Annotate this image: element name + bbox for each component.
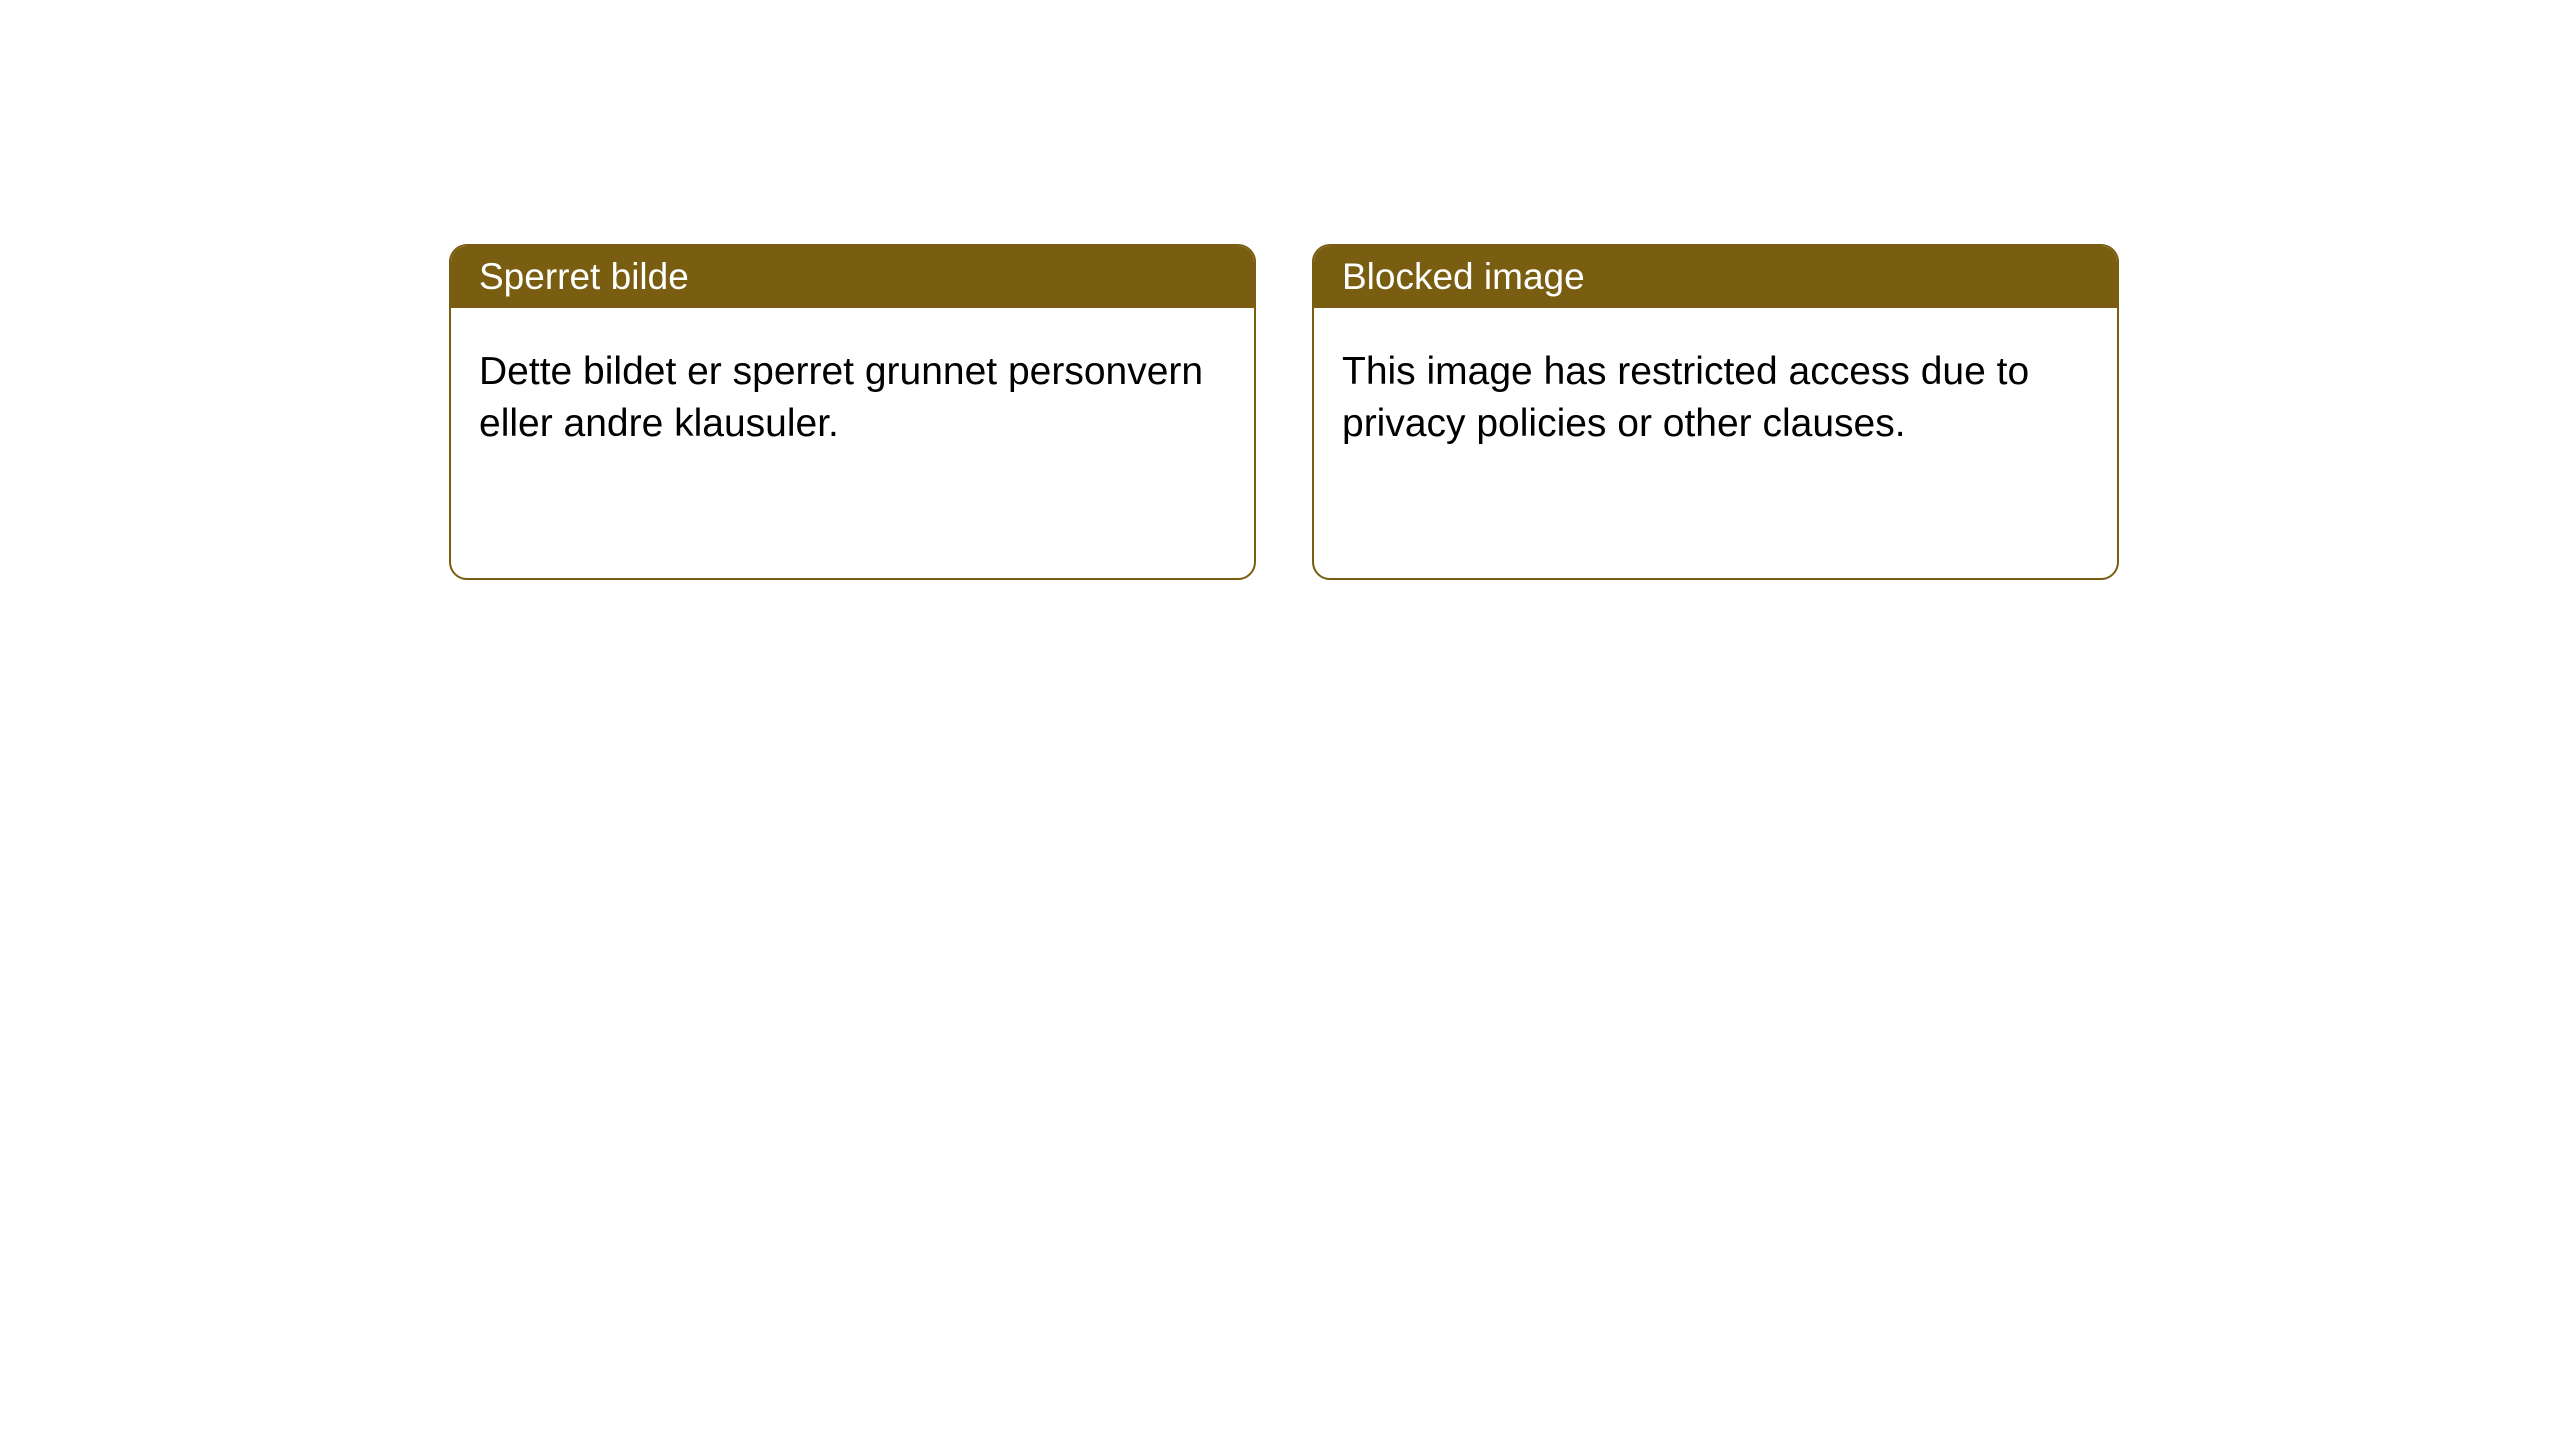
notice-message: This image has restricted access due to … (1342, 350, 2029, 445)
notice-card-english: Blocked image This image has restricted … (1312, 244, 2119, 580)
notice-header: Blocked image (1314, 246, 2117, 308)
notice-title: Sperret bilde (479, 256, 689, 297)
notice-message: Dette bildet er sperret grunnet personve… (479, 350, 1203, 445)
notice-title: Blocked image (1342, 256, 1585, 297)
notice-container: Sperret bilde Dette bildet er sperret gr… (449, 244, 2119, 580)
notice-header: Sperret bilde (451, 246, 1254, 308)
notice-card-norwegian: Sperret bilde Dette bildet er sperret gr… (449, 244, 1256, 580)
notice-body: Dette bildet er sperret grunnet personve… (451, 308, 1254, 488)
notice-body: This image has restricted access due to … (1314, 308, 2117, 488)
